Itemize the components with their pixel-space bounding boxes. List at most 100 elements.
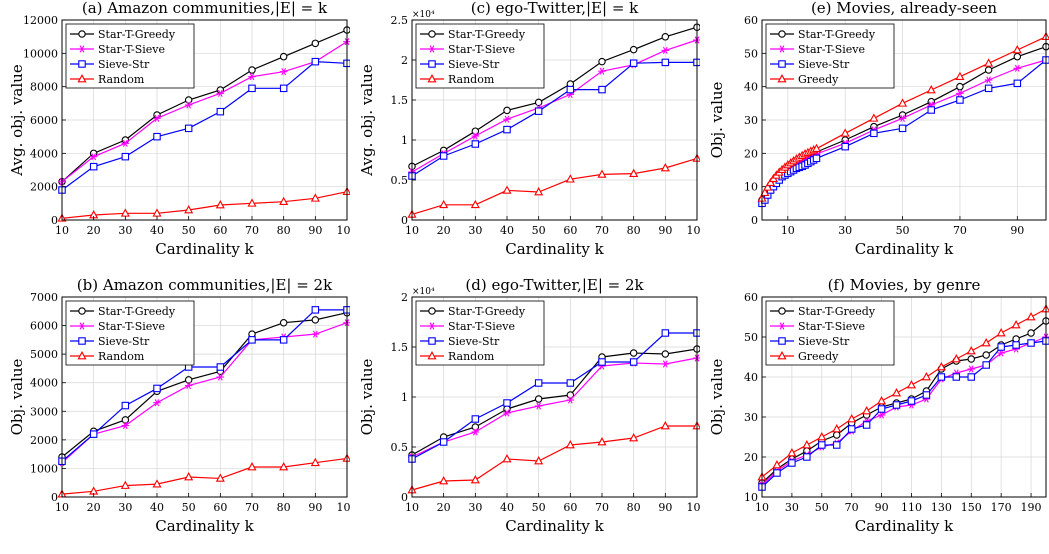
data-point-sieve-str bbox=[841, 142, 849, 151]
data-point-star-t-greedy bbox=[1027, 329, 1035, 337]
x-tick-label: 50 bbox=[532, 224, 546, 237]
data-point-sieve-str bbox=[248, 84, 256, 93]
y-tick-label: 0 bbox=[751, 214, 758, 227]
legend-marker-star-t-greedy bbox=[428, 307, 436, 315]
data-point-sieve-str bbox=[832, 441, 841, 449]
legend-label-star-t-sieve: Star-T-Sieve bbox=[98, 320, 165, 333]
data-point-sieve-str bbox=[927, 106, 936, 114]
series-line-random bbox=[61, 457, 348, 495]
y-tick-label: 1 bbox=[401, 134, 408, 147]
data-point-random bbox=[215, 473, 225, 482]
data-point-star-t-greedy bbox=[503, 405, 511, 413]
y-axis-label: Obj. value bbox=[708, 81, 726, 158]
data-point-star-t-greedy bbox=[967, 355, 976, 363]
data-point-sieve-str bbox=[534, 379, 543, 387]
data-point-sieve-str bbox=[503, 399, 511, 407]
data-point-star-t-sieve bbox=[279, 68, 288, 76]
chart-title: (b) Amazon communities,|E| = 2k bbox=[77, 277, 333, 294]
x-axis-label: Cardinality k bbox=[155, 517, 254, 535]
data-point-star-t-greedy bbox=[534, 98, 543, 107]
series-star-t-sieve bbox=[408, 354, 700, 461]
data-point-greedy bbox=[802, 440, 812, 449]
data-point-star-t-greedy bbox=[598, 57, 606, 66]
x-tick-label: 30 bbox=[838, 224, 852, 237]
y-tick-label: 40 bbox=[744, 81, 758, 94]
series-sieve-str bbox=[408, 329, 700, 463]
data-point-random bbox=[534, 456, 544, 465]
y-tick-label: 6000 bbox=[30, 320, 58, 333]
data-point-greedy bbox=[847, 414, 857, 423]
x-tick-label: 170 bbox=[991, 501, 1012, 514]
data-point-sieve-str bbox=[1012, 341, 1020, 349]
data-point-sieve-str bbox=[982, 361, 990, 369]
y-axis-label: Obj. value bbox=[8, 358, 26, 435]
y-tick-label: 7000 bbox=[30, 291, 58, 304]
series-line-sieve-str bbox=[61, 61, 348, 191]
data-point-greedy bbox=[981, 338, 991, 347]
chart-title: (a) Amazon communities,|E| = k bbox=[82, 0, 328, 17]
y-tick-label: 3000 bbox=[30, 405, 58, 418]
legend-marker-sieve-str bbox=[428, 60, 436, 68]
x-tick-label: 30 bbox=[468, 501, 482, 514]
data-point-sieve-str bbox=[812, 154, 821, 163]
series-random bbox=[407, 421, 700, 494]
data-point-sieve-str bbox=[629, 59, 638, 67]
legend-label-star-t-sieve: Star-T-Sieve bbox=[448, 43, 515, 56]
x-tick-label: 20 bbox=[87, 224, 101, 237]
data-point-star-t-sieve bbox=[216, 373, 225, 381]
data-point-star-t-greedy bbox=[471, 423, 480, 431]
series-line-star-t-greedy bbox=[61, 312, 348, 458]
data-point-star-t-sieve bbox=[967, 365, 976, 373]
data-point-sieve-str bbox=[892, 401, 901, 409]
x-tick-label: 20 bbox=[437, 501, 451, 514]
data-point-random bbox=[247, 198, 257, 207]
data-point-greedy bbox=[772, 460, 782, 469]
legend-label-sieve-str: Sieve-Str bbox=[448, 335, 500, 348]
series-greedy bbox=[757, 31, 1049, 202]
y-axis-label: Avg. obj. value bbox=[8, 64, 26, 177]
data-point-sieve-str bbox=[1027, 339, 1035, 347]
data-point-sieve-str bbox=[773, 469, 781, 477]
legend: Star-T-Greedy Star-T-Sieve Sieve-Str Random bbox=[415, 23, 545, 89]
x-tick-label: 60 bbox=[563, 501, 577, 514]
x-tick-label: 10 bbox=[755, 501, 769, 514]
legend-marker-star-t-greedy bbox=[78, 307, 86, 315]
legend-label-sieve-str: Sieve-Str bbox=[448, 58, 500, 71]
legend-label-star-t-sieve: Star-T-Sieve bbox=[98, 43, 165, 56]
y-tick-label: 2 bbox=[401, 291, 408, 304]
data-point-sieve-str bbox=[216, 363, 225, 371]
legend-marker-random bbox=[77, 74, 87, 83]
data-point-star-t-greedy bbox=[279, 318, 288, 327]
x-axis-label: Cardinality k bbox=[855, 240, 954, 258]
chart-panel-a: 10 20 30 40 50 60 70 80 90 100 0 2000 4000 6000 8000 10… bbox=[8, 0, 351, 258]
y-tick-label: 50 bbox=[744, 47, 758, 60]
data-point-greedy bbox=[996, 328, 1006, 337]
data-point-star-t-greedy bbox=[661, 33, 670, 41]
data-point-greedy bbox=[951, 354, 961, 363]
data-point-sieve-str bbox=[311, 57, 320, 66]
x-tick-label: 30 bbox=[118, 224, 132, 237]
data-point-random bbox=[502, 185, 512, 194]
data-point-greedy bbox=[906, 380, 917, 389]
data-point-greedy bbox=[840, 128, 850, 137]
x-tick-label: 90 bbox=[658, 501, 672, 514]
x-tick-label: 60 bbox=[213, 501, 227, 514]
data-point-sieve-str bbox=[629, 358, 638, 366]
data-point-star-t-sieve bbox=[248, 73, 256, 81]
x-tick-label: 10 bbox=[55, 224, 69, 237]
data-point-greedy bbox=[984, 58, 994, 67]
data-point-sieve-str bbox=[121, 401, 130, 410]
data-point-star-t-greedy bbox=[248, 66, 256, 74]
data-point-greedy bbox=[921, 372, 931, 381]
data-point-sieve-str bbox=[898, 124, 907, 133]
data-point-star-t-sieve bbox=[471, 132, 480, 140]
data-point-random bbox=[502, 454, 512, 463]
data-point-star-t-greedy bbox=[832, 431, 841, 439]
y-tick-label: 5000 bbox=[30, 348, 58, 361]
y-tick-label: 10000 bbox=[23, 47, 58, 60]
y-tick-label: 30 bbox=[744, 114, 758, 127]
data-point-greedy bbox=[1011, 320, 1021, 329]
x-tick-label: 100 bbox=[337, 224, 351, 237]
x-tick-label: 100 bbox=[337, 501, 351, 514]
data-point-random bbox=[565, 440, 575, 449]
